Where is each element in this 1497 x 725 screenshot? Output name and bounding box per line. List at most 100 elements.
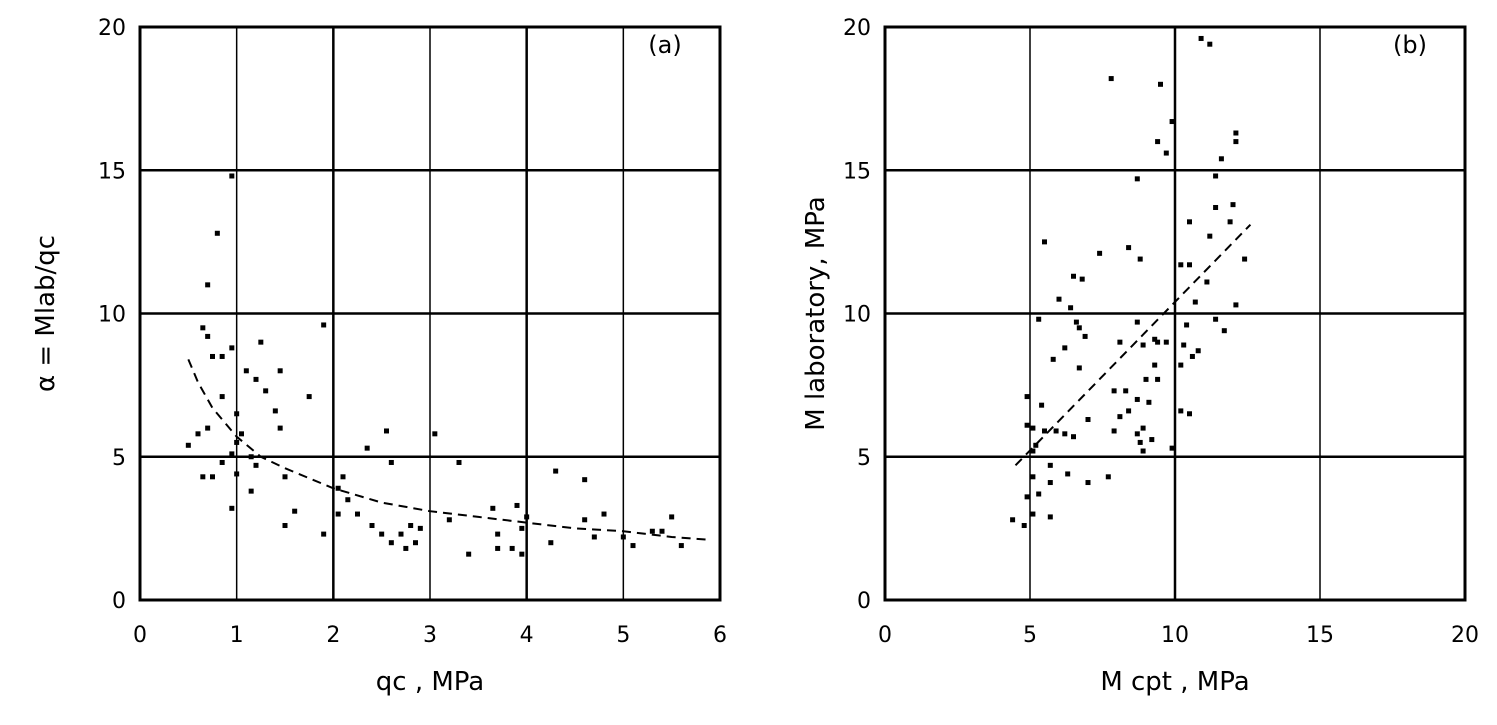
data-point: [219, 394, 225, 400]
data-point: [1155, 339, 1161, 345]
data-point: [200, 325, 206, 331]
data-point: [321, 322, 327, 328]
data-point: [1047, 480, 1053, 486]
data-point: [1085, 417, 1091, 423]
data-point: [229, 505, 235, 511]
x-tick-label: 4: [520, 623, 534, 648]
x-tick-label: 3: [423, 623, 437, 648]
data-point: [214, 230, 220, 236]
data-point: [195, 431, 201, 437]
data-point: [1158, 81, 1163, 87]
data-point: [1227, 219, 1233, 225]
data-point: [1233, 139, 1239, 145]
data-point: [1134, 431, 1140, 437]
data-point: [205, 282, 211, 288]
data-point: [1152, 362, 1158, 368]
x-tick-label: 5: [616, 623, 630, 648]
y-tick-label: 0: [857, 589, 871, 614]
data-point: [1039, 402, 1045, 408]
data-point: [490, 505, 496, 511]
data-point: [413, 540, 418, 546]
data-point: [582, 517, 588, 523]
data-point: [1047, 462, 1053, 468]
data-point: [1178, 408, 1184, 414]
y-tick-label: 5: [857, 446, 871, 471]
data-point: [669, 514, 675, 520]
data-point: [1062, 431, 1068, 437]
x-tick-label: 0: [133, 623, 147, 648]
data-point: [1207, 41, 1213, 47]
panel-label: (b): [1393, 31, 1427, 59]
data-point: [388, 459, 394, 465]
data-point: [553, 468, 559, 474]
data-point: [514, 502, 520, 508]
data-point: [263, 388, 269, 394]
y-tick-label: 15: [98, 159, 126, 184]
data-point: [1213, 316, 1219, 322]
data-point: [239, 431, 244, 437]
data-point: [1163, 150, 1169, 156]
data-point: [591, 534, 597, 540]
data-point: [1123, 388, 1129, 394]
data-point: [1233, 302, 1239, 308]
data-point: [1030, 425, 1036, 431]
data-point: [1189, 353, 1195, 359]
data-point: [601, 511, 607, 517]
data-point: [200, 474, 206, 480]
data-point: [1187, 411, 1192, 417]
data-point: [1213, 173, 1219, 179]
data-point: [1033, 442, 1039, 448]
data-point: [335, 511, 341, 517]
data-point: [1233, 130, 1239, 136]
data-point: [1036, 491, 1042, 497]
data-point: [1242, 256, 1248, 262]
data-point: [1221, 328, 1227, 334]
data-point: [1082, 333, 1088, 339]
data-point: [1024, 494, 1030, 500]
data-point: [1062, 345, 1068, 351]
data-point: [1021, 523, 1027, 529]
data-point: [229, 451, 235, 457]
data-point: [1178, 262, 1184, 268]
data-point: [466, 551, 472, 557]
trend-line: [1014, 223, 1252, 467]
data-point: [524, 514, 530, 520]
data-point: [398, 531, 404, 537]
data-point: [282, 474, 288, 480]
data-point: [277, 368, 283, 374]
data-point: [1056, 296, 1062, 302]
x-tick-label: 1: [230, 623, 244, 648]
data-point: [1146, 399, 1152, 405]
data-point: [620, 534, 626, 540]
x-tick-label: 2: [326, 623, 340, 648]
data-point: [355, 511, 360, 517]
data-point: [1155, 376, 1161, 382]
data-point: [659, 528, 665, 534]
data-point: [1036, 316, 1042, 322]
data-point: [1218, 156, 1224, 162]
x-tick-label: 10: [1161, 623, 1189, 648]
data-point: [340, 474, 346, 480]
x-axis-label: M cpt , MPa: [1100, 667, 1249, 697]
data-point: [248, 454, 254, 460]
data-point: [1195, 348, 1201, 354]
data-point: [345, 497, 351, 503]
panel-label: (a): [648, 31, 681, 59]
data-point: [306, 394, 312, 400]
data-point: [1053, 428, 1059, 434]
data-point: [1187, 219, 1192, 225]
data-point: [432, 431, 438, 437]
data-point: [258, 339, 264, 345]
data-point: [1117, 414, 1123, 420]
data-point: [1184, 322, 1190, 328]
data-point: [1042, 239, 1047, 245]
data-point: [1137, 256, 1143, 262]
data-point: [1050, 356, 1056, 362]
data-point: [1134, 319, 1140, 325]
data-point: [1213, 204, 1219, 210]
data-point: [408, 523, 414, 529]
y-tick-label: 0: [112, 589, 126, 614]
data-point: [1152, 336, 1158, 342]
data-point: [253, 376, 259, 382]
